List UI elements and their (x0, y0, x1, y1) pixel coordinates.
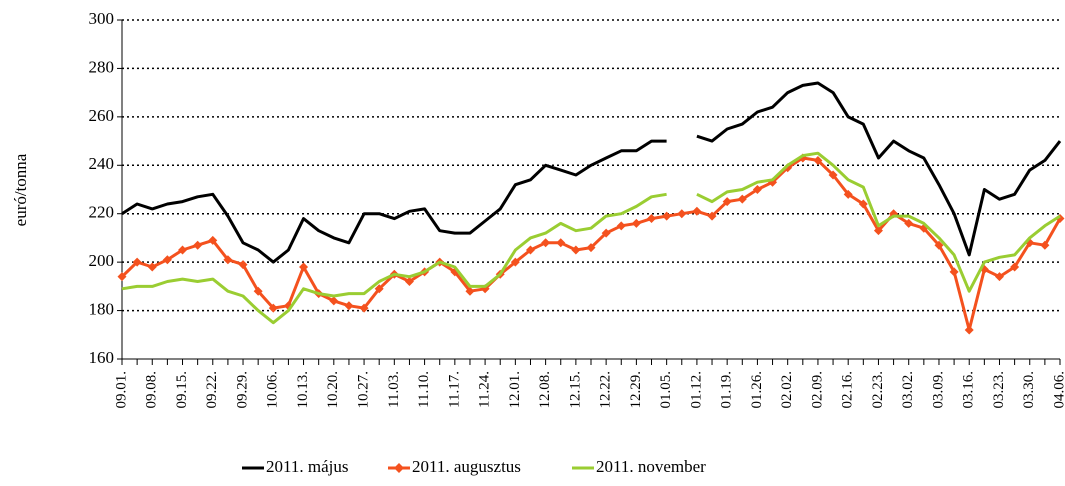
x-tick-label: 11.10. (416, 371, 432, 408)
marker (601, 228, 611, 238)
marker (329, 296, 339, 306)
marker (647, 214, 657, 224)
y-tick-label: 260 (89, 106, 115, 125)
y-tick-label: 280 (89, 57, 115, 76)
x-tick-label: 04.06. (1051, 371, 1065, 409)
x-tick-label: 02.09. (809, 371, 825, 409)
marker (299, 262, 309, 272)
marker (208, 235, 218, 245)
y-tick-label: 180 (89, 299, 115, 318)
x-tick-label: 03.02. (900, 371, 916, 409)
legend-marker (394, 463, 404, 473)
x-tick-label: 01.12. (688, 371, 704, 409)
x-tick-label: 09.08. (144, 371, 160, 409)
marker (374, 284, 384, 294)
marker (722, 197, 732, 207)
marker (556, 238, 566, 248)
marker (510, 257, 520, 267)
marker (934, 240, 944, 250)
marker (344, 301, 354, 311)
marker (858, 199, 868, 209)
y-tick-label: 300 (89, 9, 115, 28)
y-tick-label: 200 (89, 251, 115, 270)
marker (949, 267, 959, 277)
x-tick-label: 01.19. (719, 371, 735, 409)
x-tick-label: 03.09. (930, 371, 946, 409)
marker (737, 194, 747, 204)
x-tick-label: 09.29. (234, 371, 250, 409)
marker (404, 277, 414, 287)
y-axis-label: euró/tonna (11, 153, 30, 226)
marker (193, 240, 203, 250)
marker (253, 286, 263, 296)
marker (994, 272, 1004, 282)
x-tick-label: 10.13. (295, 371, 311, 409)
marker (662, 211, 672, 221)
x-tick-label: 02.02. (779, 371, 795, 409)
marker (707, 211, 717, 221)
x-tick-label: 09.15. (174, 371, 190, 409)
x-tick-label: 10.20. (325, 371, 341, 409)
marker (178, 245, 188, 255)
marker (147, 262, 157, 272)
x-tick-label: 03.23. (991, 371, 1007, 409)
marker (752, 185, 762, 194)
marker (1040, 240, 1050, 250)
marker (571, 245, 581, 255)
y-tick-label: 220 (89, 203, 115, 222)
x-tick-label: 11.24. (477, 371, 493, 408)
x-tick-label: 11.03. (386, 371, 402, 408)
marker (873, 226, 883, 236)
marker (616, 221, 626, 231)
legend-label: 2011. november (596, 457, 706, 476)
marker (964, 325, 974, 335)
marker (238, 260, 248, 270)
marker (541, 238, 551, 248)
x-tick-label: 10.06. (265, 371, 281, 409)
marker (813, 155, 823, 165)
marker (117, 272, 127, 282)
marker (132, 257, 142, 267)
y-tick-label: 160 (89, 348, 115, 367)
marker (586, 243, 596, 253)
legend-label: 2011. május (266, 457, 348, 476)
marker (223, 255, 233, 265)
marker (828, 170, 838, 180)
marker (359, 303, 369, 313)
x-tick-label: 12.01. (507, 371, 523, 409)
series-line (121, 81, 1062, 264)
x-tick-label: 11.17. (446, 371, 462, 408)
x-tick-label: 02.23. (870, 371, 886, 409)
y-tick-label: 240 (89, 154, 115, 173)
x-tick-label: 01.26. (749, 371, 765, 409)
x-tick-label: 01.05. (658, 371, 674, 409)
series-line (121, 151, 1061, 325)
marker (904, 218, 914, 228)
marker (631, 218, 641, 228)
marker (677, 209, 687, 219)
marker (465, 286, 475, 296)
x-tick-label: 09.22. (204, 371, 220, 409)
x-tick-label: 12.15. (567, 371, 583, 409)
marker (1010, 262, 1020, 272)
x-tick-label: 12.22. (598, 371, 614, 409)
x-tick-label: 10.27. (356, 371, 372, 409)
x-tick-label: 12.08. (537, 371, 553, 409)
x-tick-label: 09.01. (113, 371, 129, 409)
marker (843, 189, 853, 199)
x-tick-label: 12.29. (628, 371, 644, 409)
marker (268, 303, 278, 313)
x-tick-label: 03.16. (961, 371, 977, 409)
x-tick-label: 02.16. (840, 371, 856, 409)
x-tick-label: 03.30. (1021, 371, 1037, 409)
marker (525, 245, 535, 255)
legend-label: 2011. augusztus (412, 457, 521, 476)
marker (692, 206, 702, 216)
marker (162, 255, 172, 265)
